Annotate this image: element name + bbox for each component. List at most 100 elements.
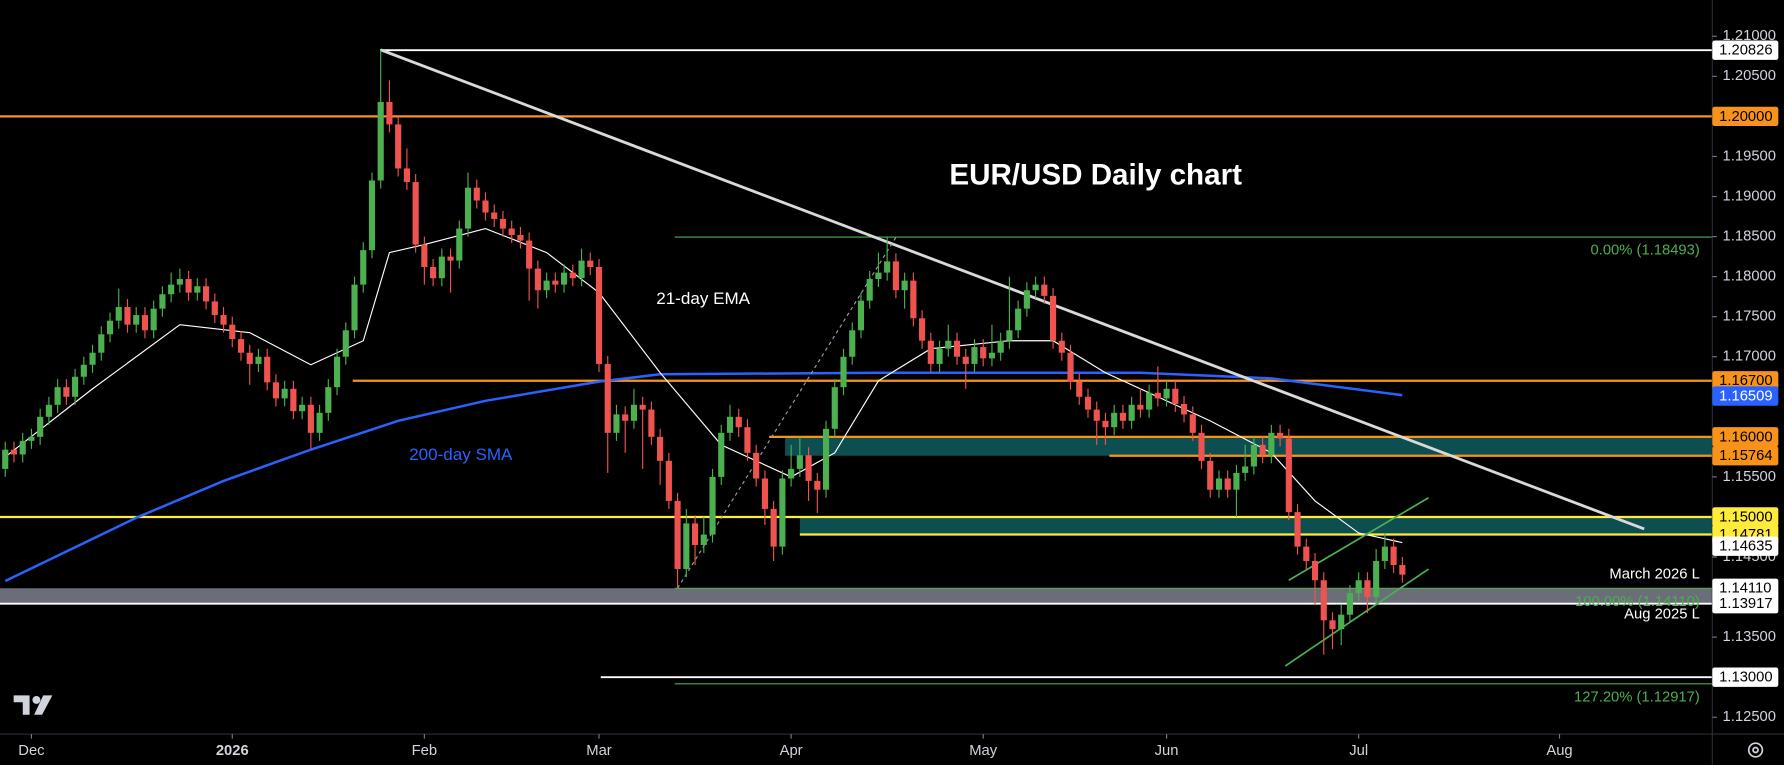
candle-body xyxy=(281,388,288,399)
candle-body xyxy=(857,300,865,331)
candle-body xyxy=(622,414,629,421)
x-tick-label: 2026 xyxy=(216,743,249,759)
x-tick-label: Mar xyxy=(586,743,612,759)
candle-body xyxy=(866,279,873,301)
candle-body xyxy=(98,334,105,353)
candle-body xyxy=(665,460,672,501)
candle-body xyxy=(927,340,934,364)
x-tick-label: Jun xyxy=(1155,743,1179,759)
candle-body xyxy=(578,260,585,279)
candle-body xyxy=(464,187,472,229)
candle-body xyxy=(1390,546,1397,566)
y-tick-label: 1.18500 xyxy=(1723,228,1776,244)
trendline xyxy=(1284,568,1430,667)
price-badge-label: 1.13000 xyxy=(1719,670,1772,686)
candle-body xyxy=(482,200,489,213)
candle-body xyxy=(237,339,245,353)
candle-body xyxy=(19,440,26,455)
price-badge-label: 1.14635 xyxy=(1719,539,1772,555)
price-badge xyxy=(1712,106,1779,127)
indicator-label: 21-day EMA xyxy=(656,289,750,308)
candle-body xyxy=(1146,392,1153,410)
candle-body xyxy=(1311,561,1319,581)
price-badge xyxy=(1712,371,1779,391)
price-badge-label: 1.20000 xyxy=(1719,109,1772,125)
candle-body xyxy=(45,404,52,417)
candle-body xyxy=(831,387,838,429)
price-badge-label: 1.16700 xyxy=(1719,373,1772,389)
x-tick-label: Apr xyxy=(780,743,803,759)
candle-body xyxy=(875,272,882,280)
zone xyxy=(799,516,1713,535)
candle-body xyxy=(229,324,236,340)
candle-body xyxy=(1189,414,1196,433)
candle-body xyxy=(1093,409,1100,421)
candle-body xyxy=(185,279,192,293)
price-badge-label: 1.15000 xyxy=(1719,509,1772,525)
fib-label: 100.00% (1.14110) xyxy=(1575,594,1700,610)
candle-body xyxy=(936,348,943,364)
candle-body xyxy=(141,315,149,331)
candle-body xyxy=(1355,580,1362,594)
candle-body xyxy=(639,404,646,410)
candle-body xyxy=(412,182,419,245)
candle-body xyxy=(849,330,856,357)
candle-body xyxy=(1373,561,1380,598)
annotation: Aug 2025 L xyxy=(1624,607,1700,623)
candle-body xyxy=(683,523,690,570)
candle-body xyxy=(517,234,524,241)
candle-body xyxy=(1119,412,1126,421)
candle-body xyxy=(630,404,638,421)
candle-body xyxy=(290,388,297,412)
candle-body xyxy=(1346,593,1354,615)
candle-body xyxy=(1242,466,1249,473)
candle-body xyxy=(604,363,611,433)
y-tick-label: 1.13500 xyxy=(1723,629,1776,645)
settings-button[interactable] xyxy=(1747,742,1764,758)
annotation: March 2026 L xyxy=(1609,567,1699,583)
plot-area: 0.00% (1.18493) 100.00% (1.14110) 127.20% … xyxy=(0,48,1713,705)
tradingview-logo[interactable] xyxy=(13,695,53,715)
candle-body xyxy=(456,228,463,261)
candle-body xyxy=(377,101,384,181)
candle-body xyxy=(561,272,568,285)
y-tick-label: 1.19500 xyxy=(1723,148,1776,164)
candle-body xyxy=(805,455,812,481)
candle-body xyxy=(386,101,393,125)
candle-body xyxy=(919,318,926,341)
candle-body xyxy=(700,534,707,545)
candle-body xyxy=(691,523,699,545)
sma-line xyxy=(4,371,1403,583)
candle-body xyxy=(753,452,760,479)
candle-body xyxy=(299,404,306,412)
support-band xyxy=(0,588,1713,604)
candle-body xyxy=(1320,580,1327,621)
candle-body xyxy=(1058,340,1065,353)
candle-body xyxy=(1111,412,1118,428)
candle-body xyxy=(1076,381,1083,397)
candle-body xyxy=(595,266,603,364)
y-tick-label: 1.17500 xyxy=(1723,309,1776,325)
candle-body xyxy=(508,228,515,235)
candle-body xyxy=(176,279,183,285)
y-tick-label: 1.15500 xyxy=(1723,469,1776,485)
x-tick-label: Feb xyxy=(412,743,437,759)
candle-body xyxy=(587,260,594,267)
x-tick-label: Dec xyxy=(18,743,44,759)
candle-body xyxy=(901,280,908,291)
candle-body xyxy=(360,250,367,285)
candle-body xyxy=(744,427,751,453)
y-tick-label: 1.20500 xyxy=(1723,68,1776,84)
candle-body xyxy=(264,356,271,383)
candle-body xyxy=(1303,546,1310,562)
candle-body xyxy=(325,387,332,413)
candle-body xyxy=(246,352,253,364)
fib-label: 0.00% (1.18493) xyxy=(1591,243,1700,259)
candle-body xyxy=(1163,388,1170,399)
y-tick-label: 1.12500 xyxy=(1723,709,1776,725)
candle-body xyxy=(1259,444,1266,456)
candle-body xyxy=(1381,546,1388,562)
price-badge xyxy=(1712,386,1779,406)
